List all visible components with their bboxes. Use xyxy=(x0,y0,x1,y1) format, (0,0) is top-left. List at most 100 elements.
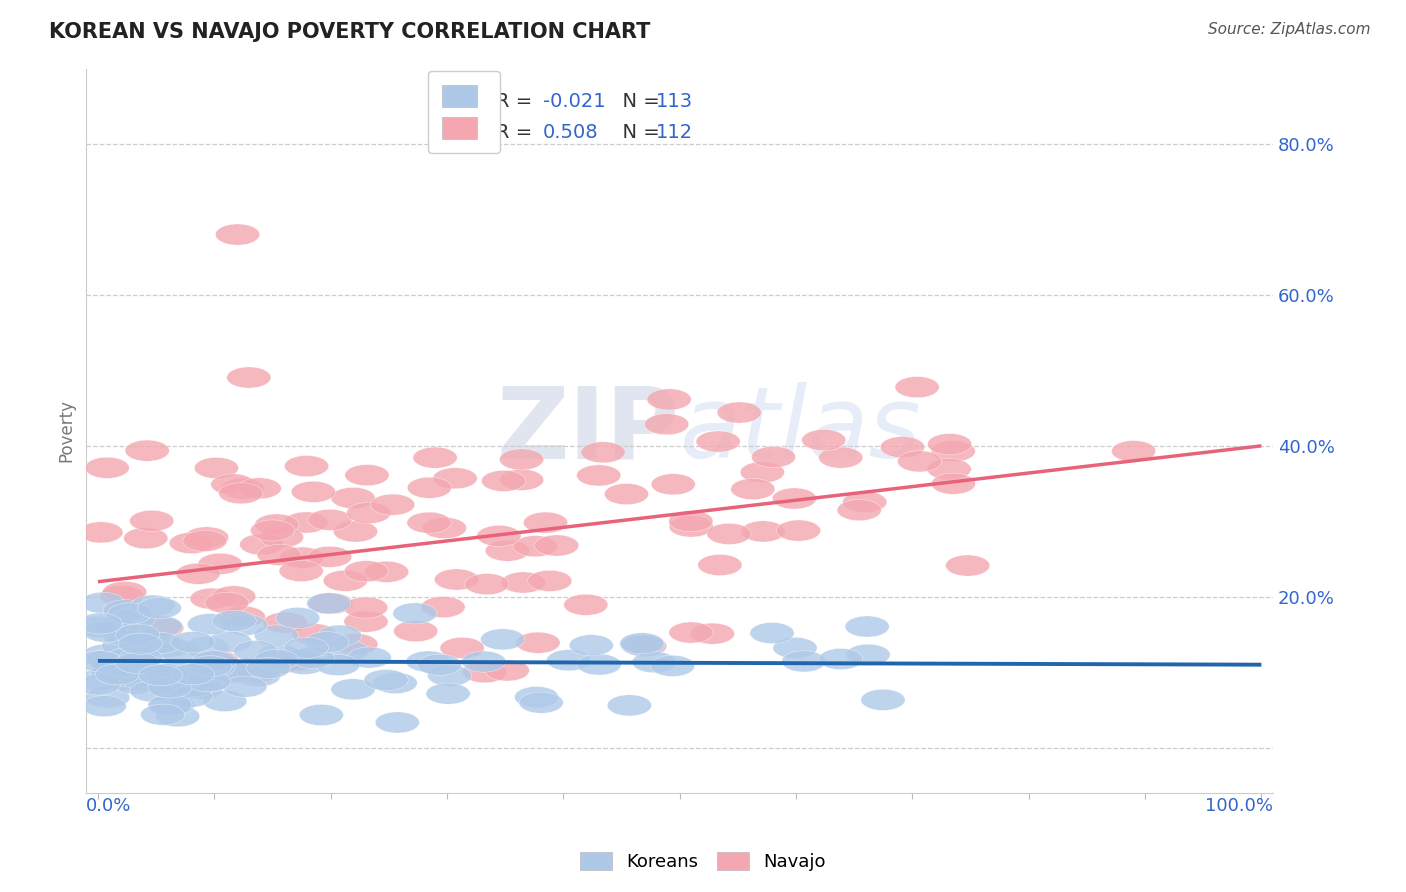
Ellipse shape xyxy=(837,500,882,521)
Ellipse shape xyxy=(707,524,751,544)
Ellipse shape xyxy=(115,665,160,686)
Ellipse shape xyxy=(221,607,266,627)
Ellipse shape xyxy=(290,648,335,668)
Ellipse shape xyxy=(308,509,352,531)
Ellipse shape xyxy=(309,593,353,614)
Ellipse shape xyxy=(246,657,291,679)
Ellipse shape xyxy=(749,623,794,644)
Ellipse shape xyxy=(280,547,323,568)
Ellipse shape xyxy=(485,660,530,681)
Ellipse shape xyxy=(461,651,506,673)
Ellipse shape xyxy=(257,644,301,665)
Ellipse shape xyxy=(172,675,217,697)
Text: Source: ZipAtlas.com: Source: ZipAtlas.com xyxy=(1208,22,1371,37)
Ellipse shape xyxy=(499,469,544,491)
Ellipse shape xyxy=(184,527,229,548)
Ellipse shape xyxy=(138,632,181,654)
Ellipse shape xyxy=(740,462,785,483)
Ellipse shape xyxy=(501,572,546,593)
Ellipse shape xyxy=(103,582,146,602)
Ellipse shape xyxy=(183,531,226,551)
Ellipse shape xyxy=(440,638,484,658)
Ellipse shape xyxy=(406,512,451,533)
Ellipse shape xyxy=(318,625,361,646)
Ellipse shape xyxy=(928,434,972,455)
Ellipse shape xyxy=(84,458,129,478)
Ellipse shape xyxy=(212,610,256,632)
Ellipse shape xyxy=(519,692,564,714)
Ellipse shape xyxy=(129,510,174,532)
Ellipse shape xyxy=(299,705,343,725)
Ellipse shape xyxy=(94,618,139,640)
Ellipse shape xyxy=(148,695,193,715)
Ellipse shape xyxy=(523,512,568,533)
Ellipse shape xyxy=(131,595,174,616)
Ellipse shape xyxy=(122,669,166,690)
Ellipse shape xyxy=(860,690,905,710)
Ellipse shape xyxy=(846,644,890,665)
Ellipse shape xyxy=(434,569,478,591)
Ellipse shape xyxy=(651,656,695,676)
Ellipse shape xyxy=(77,669,121,690)
Ellipse shape xyxy=(731,478,775,500)
Text: ZIP: ZIP xyxy=(496,383,679,479)
Ellipse shape xyxy=(669,516,713,537)
Ellipse shape xyxy=(278,560,323,582)
Ellipse shape xyxy=(76,673,121,695)
Ellipse shape xyxy=(169,686,212,707)
Ellipse shape xyxy=(481,629,524,650)
Ellipse shape xyxy=(420,597,465,617)
Ellipse shape xyxy=(188,656,232,677)
Ellipse shape xyxy=(152,680,195,700)
Ellipse shape xyxy=(193,650,236,672)
Ellipse shape xyxy=(202,690,247,712)
Ellipse shape xyxy=(259,652,302,673)
Ellipse shape xyxy=(375,712,419,733)
Ellipse shape xyxy=(190,588,235,609)
Ellipse shape xyxy=(191,657,235,678)
Ellipse shape xyxy=(156,706,200,727)
Text: atlas: atlas xyxy=(679,383,921,479)
Ellipse shape xyxy=(221,478,264,500)
Text: R =: R = xyxy=(496,123,538,142)
Ellipse shape xyxy=(776,520,821,541)
Ellipse shape xyxy=(564,594,607,615)
Ellipse shape xyxy=(233,662,277,682)
Ellipse shape xyxy=(717,402,761,423)
Ellipse shape xyxy=(157,640,202,662)
Ellipse shape xyxy=(308,546,352,567)
Ellipse shape xyxy=(148,677,193,698)
Ellipse shape xyxy=(325,640,368,661)
Ellipse shape xyxy=(139,617,184,639)
Ellipse shape xyxy=(623,636,666,657)
Ellipse shape xyxy=(236,665,281,687)
Ellipse shape xyxy=(605,483,648,505)
Ellipse shape xyxy=(169,533,214,554)
Ellipse shape xyxy=(259,526,304,548)
Ellipse shape xyxy=(118,648,163,668)
Ellipse shape xyxy=(96,664,139,685)
Ellipse shape xyxy=(463,662,506,682)
Ellipse shape xyxy=(103,624,148,645)
Ellipse shape xyxy=(83,621,128,642)
Ellipse shape xyxy=(751,446,796,467)
Ellipse shape xyxy=(782,651,825,672)
Ellipse shape xyxy=(117,640,162,662)
Ellipse shape xyxy=(516,632,560,653)
Ellipse shape xyxy=(931,473,976,494)
Ellipse shape xyxy=(413,447,457,468)
Ellipse shape xyxy=(607,695,651,716)
Ellipse shape xyxy=(1112,441,1156,462)
Ellipse shape xyxy=(647,389,692,410)
Ellipse shape xyxy=(107,648,150,669)
Ellipse shape xyxy=(179,678,224,699)
Ellipse shape xyxy=(818,447,863,468)
Ellipse shape xyxy=(333,521,378,542)
Ellipse shape xyxy=(315,655,360,675)
Ellipse shape xyxy=(250,520,295,541)
Ellipse shape xyxy=(927,458,972,480)
Ellipse shape xyxy=(112,673,157,694)
Ellipse shape xyxy=(896,376,939,398)
Ellipse shape xyxy=(427,665,472,686)
Ellipse shape xyxy=(238,478,281,499)
